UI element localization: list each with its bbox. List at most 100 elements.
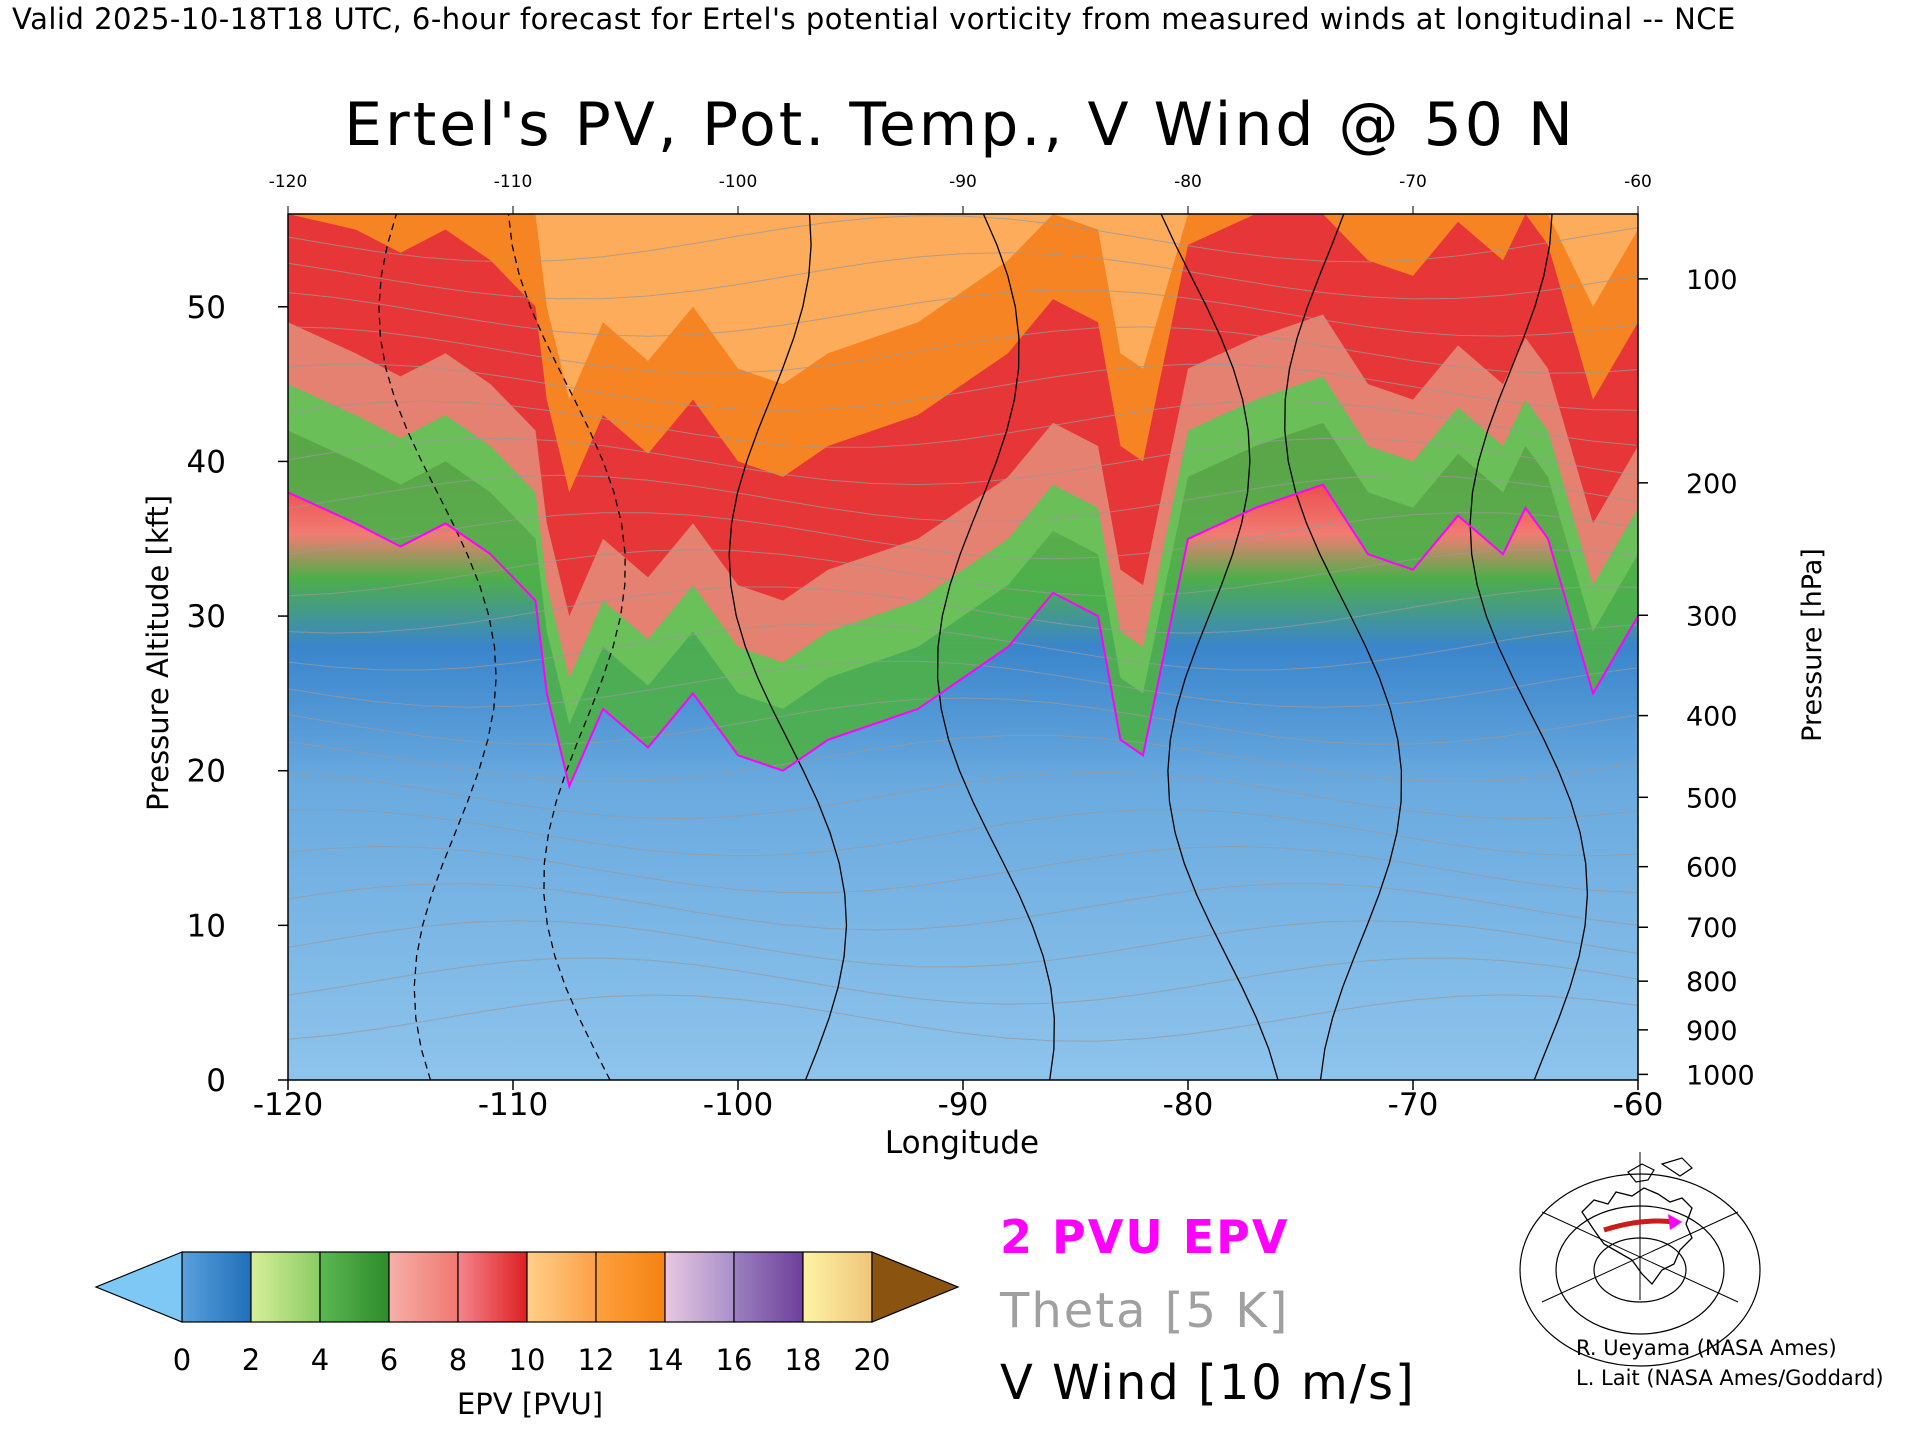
x-tick-label-5: -70 bbox=[1388, 1087, 1439, 1123]
colorbar-tick-8: 16 bbox=[716, 1343, 753, 1377]
colorbar-band-8 bbox=[733, 1251, 804, 1323]
x-top-tick-label-4: -80 bbox=[1174, 172, 1202, 192]
theta-contour-15 bbox=[287, 437, 1639, 486]
p-tick-label-2: 300 bbox=[1686, 601, 1738, 632]
colorbar-tick-4: 8 bbox=[449, 1343, 467, 1377]
colorbar-tick-6: 12 bbox=[578, 1343, 615, 1377]
colorbar-tick-3: 6 bbox=[380, 1343, 398, 1377]
colorbar-tick-0: 0 bbox=[173, 1343, 191, 1377]
theta-contour-17 bbox=[287, 363, 1639, 411]
y-tick-label-2: 20 bbox=[187, 754, 226, 790]
y-axis-label-right: Pressure [hPa] bbox=[1797, 548, 1828, 742]
p-tick-label-3: 400 bbox=[1686, 702, 1738, 733]
theta-contour-21 bbox=[287, 215, 1639, 263]
theta-contour-20 bbox=[287, 252, 1639, 300]
pv-band-5 bbox=[288, 214, 1638, 400]
colorbar-under-arrow bbox=[94, 1251, 183, 1323]
p-tick-label-0: 100 bbox=[1686, 265, 1738, 296]
x-top-tick-label-0: -120 bbox=[269, 172, 308, 192]
y-tick-label-5: 50 bbox=[187, 290, 226, 326]
theta-contour-18 bbox=[287, 326, 1639, 374]
y-tick-label-0: 0 bbox=[206, 1063, 226, 1099]
x-top-tick-label-5: -70 bbox=[1399, 172, 1427, 192]
theta-contour-9 bbox=[287, 660, 1639, 708]
x-top-tick-label-6: -60 bbox=[1624, 172, 1652, 192]
inset-map bbox=[1519, 1152, 1761, 1367]
colorbar-label: EPV [PVU] bbox=[457, 1387, 603, 1421]
theta-contour-19 bbox=[287, 289, 1639, 337]
theta-contour-8 bbox=[287, 697, 1639, 745]
theta-contour-11 bbox=[287, 586, 1639, 634]
y-axis-label-left: Pressure Altitude [kft] bbox=[141, 495, 175, 811]
wind-contour-5 bbox=[1284, 213, 1403, 1081]
y-tick-label-1: 10 bbox=[187, 908, 226, 944]
credit-line-1: R. Ueyama (NASA Ames) bbox=[1576, 1336, 1837, 1360]
theta-contour-5 bbox=[287, 808, 1639, 857]
colorbar-band-5 bbox=[526, 1251, 597, 1323]
colorbar-tick-5: 10 bbox=[509, 1343, 546, 1377]
axes: -120 -120 -110 -110 -100 -100 -90 -90 -80 -80 -70 -… bbox=[187, 172, 1755, 1123]
x-top-tick-label-3: -90 bbox=[949, 172, 977, 192]
colorbar-band-6 bbox=[595, 1251, 666, 1323]
colorbar-tick-1: 2 bbox=[242, 1343, 260, 1377]
legend-wind: V Wind [10 m/s] bbox=[1000, 1355, 1416, 1411]
legend-theta: Theta [5 K] bbox=[1000, 1283, 1290, 1339]
wind-contour-0 bbox=[728, 213, 848, 1081]
colorbar-tick-2: 4 bbox=[311, 1343, 329, 1377]
plot-area bbox=[287, 213, 1639, 1081]
theta-contour-7 bbox=[287, 735, 1639, 783]
p-tick-label-4: 500 bbox=[1686, 783, 1738, 814]
wind-contours bbox=[378, 213, 1589, 1081]
colorbar-band-9 bbox=[802, 1251, 873, 1323]
x-axis-label: Longitude bbox=[885, 1125, 1039, 1161]
theta-contour-0 bbox=[287, 994, 1639, 1042]
theta-contour-2 bbox=[287, 920, 1639, 968]
colorbar-band-4 bbox=[457, 1251, 528, 1323]
theta-contour-14 bbox=[287, 474, 1639, 523]
colorbar-over-arrow bbox=[871, 1251, 960, 1323]
x-tick-label-6: -60 bbox=[1613, 1087, 1664, 1123]
p-tick-label-5: 600 bbox=[1686, 853, 1738, 884]
x-tick-label-2: -100 bbox=[703, 1087, 773, 1123]
colorbar-tick-7: 14 bbox=[647, 1343, 684, 1377]
theta-contour-6 bbox=[287, 771, 1639, 819]
x-top-tick-label-2: -100 bbox=[719, 172, 758, 192]
theta-contour-4 bbox=[287, 845, 1639, 894]
credit-line-2: L. Lait (NASA Ames/Goddard) bbox=[1576, 1366, 1884, 1390]
p-tick-label-9: 1000 bbox=[1686, 1060, 1755, 1091]
colorbar-band-1 bbox=[250, 1251, 321, 1323]
y-tick-label-4: 40 bbox=[187, 444, 226, 480]
colorbar-tick-10: 20 bbox=[854, 1343, 891, 1377]
p-tick-label-7: 800 bbox=[1686, 967, 1738, 998]
colorbar: 0 2 4 6 8 10 12 14 16 18 20 bbox=[94, 1251, 960, 1377]
wind-contour-3 bbox=[507, 213, 626, 1081]
x-tick-label-4: -80 bbox=[1163, 1087, 1214, 1123]
theta-contour-16 bbox=[287, 400, 1639, 448]
colorbar-band-3 bbox=[388, 1251, 459, 1323]
p-tick-label-6: 700 bbox=[1686, 913, 1738, 944]
colorbar-tick-9: 18 bbox=[785, 1343, 822, 1377]
p-tick-label-1: 200 bbox=[1686, 469, 1738, 500]
wind-contour-6 bbox=[1469, 213, 1589, 1081]
header-text: Valid 2025-10-18T18 UTC, 6-hour forecast… bbox=[12, 2, 1736, 36]
wind-contour-1 bbox=[936, 213, 1055, 1081]
theta-contours bbox=[287, 215, 1639, 1042]
wind-contour-4 bbox=[378, 213, 497, 1081]
chart-title: Ertel's PV, Pot. Temp., V Wind @ 50 N bbox=[344, 90, 1576, 160]
x-top-tick-label-1: -110 bbox=[494, 172, 533, 192]
x-tick-label-1: -110 bbox=[478, 1087, 548, 1123]
colorbar-band-2 bbox=[319, 1251, 390, 1323]
colorbar-band-0 bbox=[181, 1251, 252, 1323]
x-tick-label-3: -90 bbox=[938, 1087, 989, 1123]
wind-contour-2 bbox=[1160, 213, 1279, 1081]
colorbar-band-7 bbox=[664, 1251, 735, 1323]
theta-contour-10 bbox=[287, 623, 1639, 671]
legend-pv: 2 PVU EPV bbox=[1000, 1210, 1290, 1264]
theta-contour-12 bbox=[287, 549, 1639, 597]
x-tick-label-0: -120 bbox=[253, 1087, 323, 1123]
y-tick-label-3: 30 bbox=[187, 599, 226, 635]
theta-contour-3 bbox=[287, 883, 1639, 931]
theta-contour-1 bbox=[287, 957, 1639, 1005]
theta-contour-13 bbox=[287, 512, 1639, 560]
